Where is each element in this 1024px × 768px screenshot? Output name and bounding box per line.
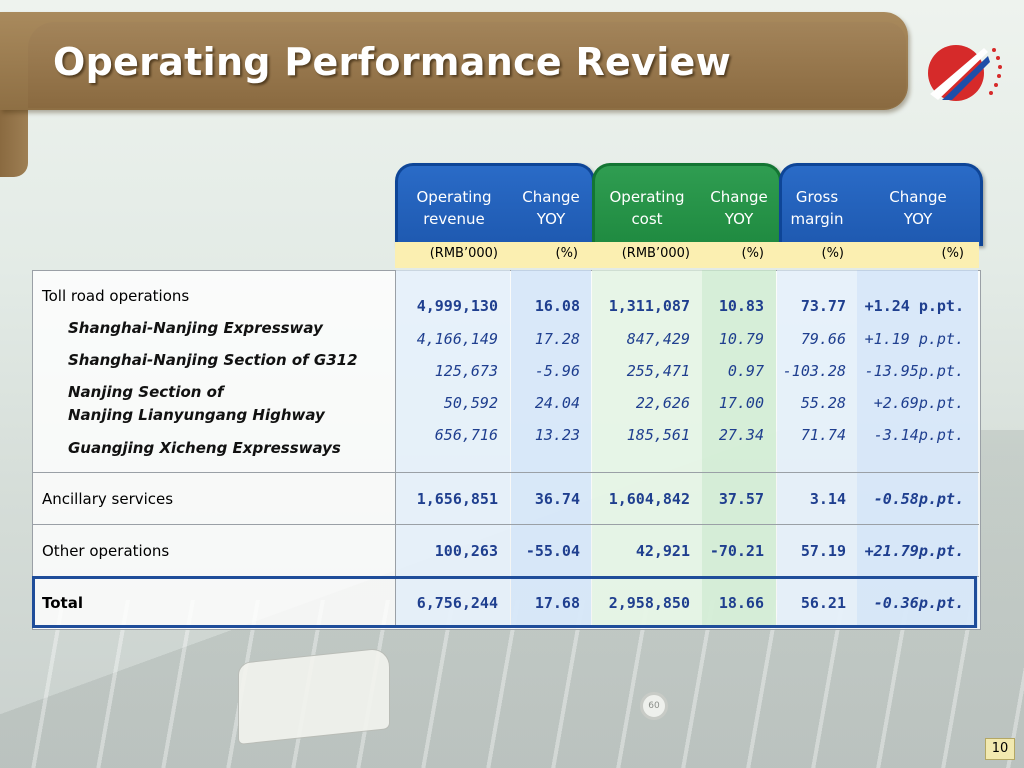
table-cell: 55.28 <box>800 394 846 412</box>
table-cell: -70.21 <box>709 542 764 560</box>
col-header-operating-cost: Operating cost <box>609 188 685 228</box>
table-cell: 125,673 <box>434 362 498 380</box>
table-cell: 57.19 <box>800 542 846 560</box>
col-header-operating-revenue: Operating revenue <box>416 188 492 228</box>
table-cell: 79.66 <box>800 330 846 348</box>
table-cell: 56.21 <box>800 594 846 612</box>
table-cell: +2.69p.pt. <box>873 394 964 412</box>
unit-margin: (%) <box>821 246 845 261</box>
row-label-g312: Shanghai-Nanjing Section of G312 <box>68 351 358 369</box>
table-cell: -0.36p.pt. <box>873 594 964 612</box>
table-cell: 27.34 <box>718 426 764 444</box>
row-label-total: Total <box>42 594 83 612</box>
table-cell: 847,429 <box>626 330 690 348</box>
table-cell: 36.74 <box>534 490 580 508</box>
table-cell: 22,626 <box>635 394 690 412</box>
row-label-guangjing-xicheng: Guangjing Xicheng Expressways <box>68 439 341 457</box>
unit-revenue: (RMB’000) <box>429 246 498 261</box>
col-bg-cost <box>592 270 702 628</box>
table-cell: 0.97 <box>727 362 764 380</box>
table-divider <box>395 270 396 628</box>
table-cell: 3.14 <box>809 490 846 508</box>
table-cell: 71.74 <box>800 426 846 444</box>
unit-row <box>395 242 979 268</box>
table-cell: 18.66 <box>718 594 764 612</box>
row-label-shanghai-nanjing: Shanghai-Nanjing Expressway <box>68 319 323 337</box>
col-bg-revenue-change <box>511 270 591 628</box>
title-banner-inner <box>28 22 906 108</box>
total-row-outline <box>32 576 977 628</box>
page-number: 10 <box>985 738 1015 760</box>
table-cell: 10.83 <box>718 297 764 315</box>
col-bg-margin-change <box>857 270 978 628</box>
col-header-margin-change: Change YOY <box>889 188 947 228</box>
unit-cost: (RMB’000) <box>621 246 690 261</box>
table-cell: -5.96 <box>534 362 580 380</box>
table-cell: -103.28 <box>782 362 846 380</box>
col-bg-margin <box>777 270 857 628</box>
table-cell: 10.79 <box>718 330 764 348</box>
row-label-other: Other operations <box>42 542 170 560</box>
col-bg-revenue <box>396 270 510 628</box>
table-cell: +21.79p.pt. <box>864 542 964 560</box>
row-divider <box>32 524 979 525</box>
col-header-revenue-change: Change YOY <box>522 188 580 228</box>
table-cell: +1.24 p.pt. <box>864 297 964 315</box>
row-label-ancillary: Ancillary services <box>42 490 174 508</box>
unit-cost-change: (%) <box>741 246 765 261</box>
table-cell: 1,604,842 <box>608 490 690 508</box>
table-cell: 24.04 <box>534 394 580 412</box>
header-group-margin <box>779 163 983 246</box>
col-header-gross-margin: Gross margin <box>790 188 844 228</box>
company-logo-icon <box>928 45 1002 101</box>
table-cell: 13.23 <box>534 426 580 444</box>
row-divider <box>32 472 979 473</box>
table-cell: 37.57 <box>718 490 764 508</box>
table-cell: 42,921 <box>635 542 690 560</box>
table-cell: 17.00 <box>718 394 764 412</box>
table-cell: 17.68 <box>534 594 580 612</box>
row-label-nanjing-section: Nanjing Section of <box>68 383 224 401</box>
table-cell: 255,471 <box>626 362 690 380</box>
table-cell: -0.58p.pt. <box>873 490 964 508</box>
table-cell: +1.19 p.pt. <box>864 330 964 348</box>
unit-margin-change: (%) <box>941 246 965 261</box>
table-cell: 656,716 <box>434 426 498 444</box>
background-bus <box>238 647 390 745</box>
col-header-cost-change: Change YOY <box>710 188 768 228</box>
page-title: Operating Performance Review <box>53 40 732 84</box>
table-cell: -3.14p.pt. <box>873 426 964 444</box>
col-bg-cost-change <box>702 270 776 628</box>
table-cell: -13.95p.pt. <box>864 362 964 380</box>
table-cell: 2,958,850 <box>608 594 690 612</box>
unit-revenue-change: (%) <box>555 246 579 261</box>
table-cell: 6,756,244 <box>416 594 498 612</box>
table-cell: 16.08 <box>534 297 580 315</box>
table-cell: 100,263 <box>434 542 498 560</box>
table-cell: 17.28 <box>534 330 580 348</box>
table-cell: 4,999,130 <box>416 297 498 315</box>
table-cell: 185,561 <box>626 426 690 444</box>
table-cell: 4,166,149 <box>416 330 498 348</box>
table-cell: -55.04 <box>525 542 580 560</box>
row-label-nanjing-lianyungang: Nanjing Lianyungang Highway <box>68 406 325 424</box>
row-label-toll-road: Toll road operations <box>42 287 190 305</box>
table-cell: 1,656,851 <box>416 490 498 508</box>
table-cell: 73.77 <box>800 297 846 315</box>
table-cell: 1,311,087 <box>608 297 690 315</box>
table-cell: 50,592 <box>443 394 498 412</box>
background-speed-sign: 60 <box>640 692 668 720</box>
